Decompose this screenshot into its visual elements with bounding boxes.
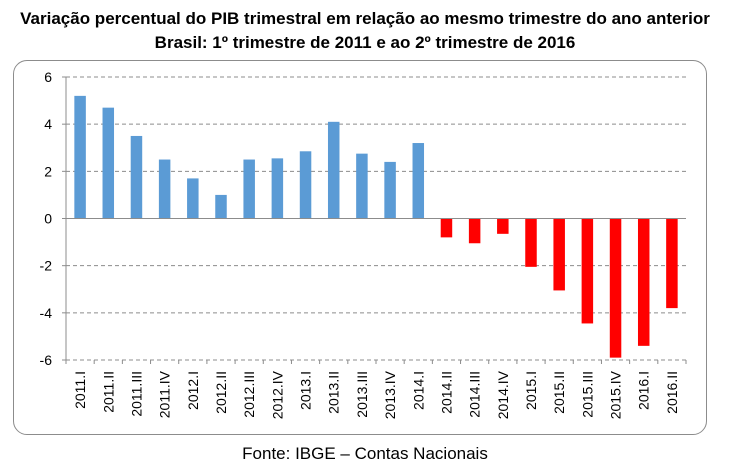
bar (412, 143, 425, 219)
bar (215, 194, 227, 219)
x-tick-label: 2011.III (128, 371, 144, 417)
y-tick-label: 0 (44, 211, 52, 227)
x-tick-label: 2011.IV (157, 370, 173, 418)
bar (497, 218, 509, 234)
bar (102, 107, 115, 219)
chart-subtitle: Brasil: 1º trimestre de 2011 e ao 2º tri… (154, 33, 576, 52)
chart-title: Variação percentual do PIB trimestral em… (20, 9, 710, 28)
chart-frame (13, 60, 707, 435)
x-tick-label: 2015.III (579, 371, 595, 418)
x-tick-label: 2014.III (467, 371, 483, 418)
x-tick-label: 2012.I (185, 371, 201, 410)
bar (468, 218, 481, 244)
y-tick-label: -6 (40, 352, 53, 368)
bar (74, 95, 86, 219)
bar (327, 121, 340, 219)
x-tick-label: 2013.I (298, 371, 314, 410)
x-tick-label: 2011.II (100, 371, 116, 413)
x-tick-label: 2014.II (438, 371, 454, 414)
y-tick-label: 4 (44, 116, 52, 132)
source-note: Fonte: IBGE – Contas Nacionais (242, 444, 488, 463)
x-tick-label: 2012.III (241, 371, 257, 418)
bar (609, 218, 622, 358)
x-tick-label: 2014.I (410, 371, 426, 410)
bar (299, 151, 312, 219)
bar (271, 158, 284, 219)
bar (243, 159, 255, 219)
bar (187, 178, 199, 219)
bar (666, 218, 678, 309)
bar (637, 218, 650, 346)
bar (525, 218, 537, 267)
bar (384, 161, 396, 219)
y-tick-label: 6 (44, 69, 52, 85)
x-tick-label: 2011.I (72, 371, 88, 409)
x-tick-label: 2013.IV (382, 370, 398, 419)
x-tick-label: 2013.III (354, 371, 370, 418)
x-tick-label: 2015.I (523, 371, 539, 410)
bar (440, 218, 453, 238)
x-tick-label: 2015.II (551, 371, 567, 414)
x-tick-label: 2016.II (664, 371, 680, 414)
bar (158, 159, 171, 219)
x-tick-label: 2014.IV (495, 370, 511, 419)
x-tick-label: 2013.II (326, 371, 342, 414)
y-tick-label: -2 (40, 258, 53, 274)
bar (356, 153, 368, 219)
x-tick-label: 2012.IV (269, 370, 285, 419)
x-tick-label: 2015.IV (608, 370, 624, 419)
x-tick-label: 2012.II (213, 371, 229, 414)
y-tick-label: -4 (40, 305, 53, 321)
y-tick-label: 2 (44, 163, 52, 179)
bar (581, 218, 594, 324)
x-tick-label: 2016.I (636, 371, 652, 410)
bar (130, 135, 143, 219)
bar (553, 218, 565, 291)
